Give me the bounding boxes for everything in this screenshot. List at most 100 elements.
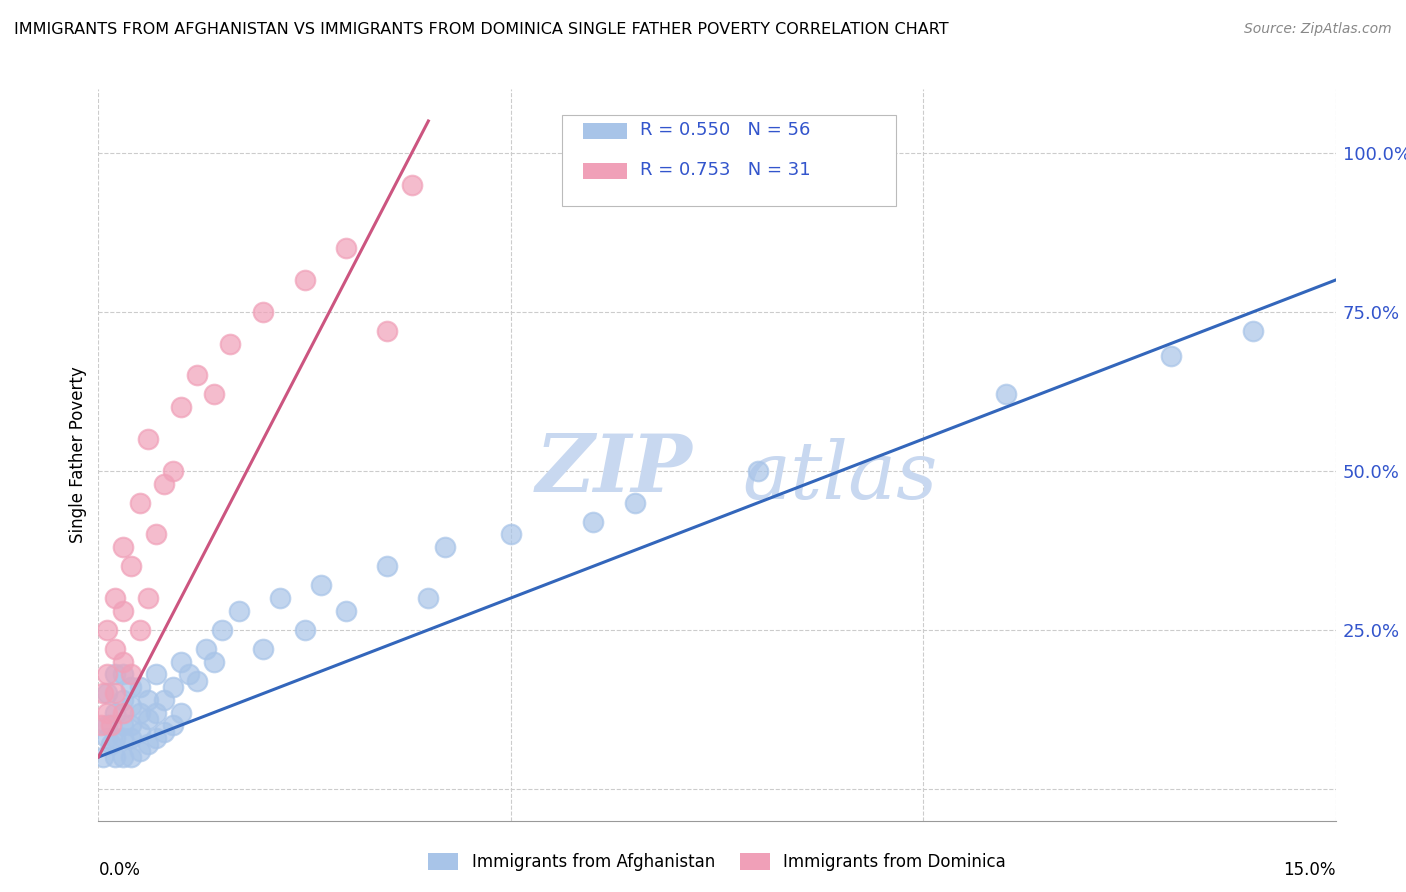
Point: [170, 706, 193, 720]
Point: [136, 693, 159, 707]
Text: R = 0.550   N = 56: R = 0.550 N = 56: [640, 121, 811, 139]
Point: [335, 241, 357, 255]
Text: 0.0%: 0.0%: [98, 861, 141, 879]
Point: [433, 540, 456, 554]
Point: [1241, 324, 1264, 338]
Point: [136, 591, 159, 605]
Point: [401, 178, 423, 192]
Point: [145, 731, 167, 745]
Point: [162, 464, 184, 478]
Point: [145, 667, 167, 681]
Point: [252, 641, 274, 656]
FancyBboxPatch shape: [583, 163, 627, 179]
Text: ZIP: ZIP: [536, 431, 692, 508]
Point: [104, 686, 127, 700]
Point: [112, 655, 135, 669]
Point: [623, 495, 645, 509]
Point: [747, 464, 769, 478]
Point: [128, 680, 150, 694]
Point: [499, 527, 522, 541]
Point: [202, 655, 225, 669]
Point: [162, 680, 184, 694]
Point: [104, 591, 127, 605]
Point: [120, 731, 142, 745]
Point: [112, 604, 135, 618]
Point: [153, 476, 176, 491]
Point: [104, 731, 127, 745]
Point: [294, 623, 316, 637]
Point: [1160, 349, 1182, 363]
Point: [153, 693, 176, 707]
Point: [219, 336, 242, 351]
Point: [170, 655, 193, 669]
Text: 15.0%: 15.0%: [1284, 861, 1336, 879]
Point: [170, 401, 193, 415]
Point: [100, 737, 122, 751]
Point: [120, 699, 142, 714]
Point: [252, 305, 274, 319]
Point: [120, 667, 142, 681]
Point: [269, 591, 291, 605]
Point: [120, 559, 142, 574]
Point: [418, 591, 440, 605]
FancyBboxPatch shape: [562, 115, 897, 206]
Point: [145, 527, 167, 541]
Text: atlas: atlas: [742, 438, 938, 516]
Point: [162, 718, 184, 732]
Point: [128, 744, 150, 758]
Point: [211, 623, 233, 637]
Point: [100, 718, 122, 732]
Point: [112, 750, 135, 764]
Point: [104, 706, 127, 720]
Point: [994, 387, 1017, 401]
Point: [96, 667, 118, 681]
Point: [104, 667, 127, 681]
Point: [309, 578, 332, 592]
Point: [136, 432, 159, 446]
Point: [375, 559, 398, 574]
Point: [112, 718, 135, 732]
Point: [120, 750, 142, 764]
Text: IMMIGRANTS FROM AFGHANISTAN VS IMMIGRANTS FROM DOMINICA SINGLE FATHER POVERTY CO: IMMIGRANTS FROM AFGHANISTAN VS IMMIGRANT…: [14, 22, 949, 37]
Legend: Immigrants from Afghanistan, Immigrants from Dominica: Immigrants from Afghanistan, Immigrants …: [422, 847, 1012, 878]
Point: [112, 540, 135, 554]
Point: [112, 693, 135, 707]
Point: [136, 712, 159, 726]
Point: [112, 731, 135, 745]
Point: [96, 623, 118, 637]
Point: [120, 680, 142, 694]
Point: [91, 686, 114, 700]
Point: [104, 750, 127, 764]
Point: [228, 604, 250, 618]
Point: [128, 724, 150, 739]
Point: [96, 706, 118, 720]
Point: [294, 273, 316, 287]
Point: [104, 641, 127, 656]
Point: [112, 706, 135, 720]
Point: [186, 673, 208, 688]
Text: Source: ZipAtlas.com: Source: ZipAtlas.com: [1244, 22, 1392, 37]
Point: [186, 368, 208, 383]
Point: [153, 724, 176, 739]
Point: [179, 667, 201, 681]
Point: [112, 667, 135, 681]
Point: [582, 515, 605, 529]
Point: [96, 731, 118, 745]
Point: [335, 604, 357, 618]
Point: [96, 686, 118, 700]
Point: [128, 495, 150, 509]
Y-axis label: Single Father Poverty: Single Father Poverty: [69, 367, 87, 543]
Point: [91, 750, 114, 764]
Point: [202, 387, 225, 401]
Point: [120, 718, 142, 732]
Point: [194, 641, 217, 656]
Point: [145, 706, 167, 720]
Text: R = 0.753   N = 31: R = 0.753 N = 31: [640, 161, 811, 179]
Point: [90, 718, 112, 732]
Point: [96, 718, 118, 732]
FancyBboxPatch shape: [583, 123, 627, 139]
Point: [128, 623, 150, 637]
Point: [136, 737, 159, 751]
Point: [128, 706, 150, 720]
Point: [375, 324, 398, 338]
